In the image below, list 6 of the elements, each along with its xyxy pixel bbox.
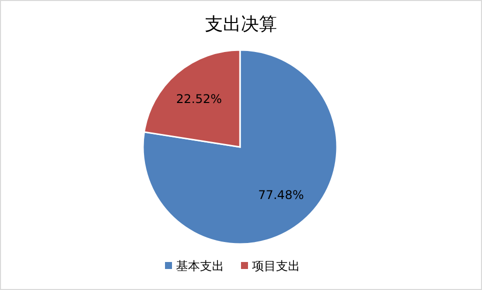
legend-label: 项目支出	[252, 259, 300, 273]
pie-slice	[142, 49, 338, 245]
chart-title: 支出决算	[205, 14, 277, 35]
data-label: 22.52%	[176, 92, 222, 106]
data-label: 77.48%	[258, 188, 304, 202]
legend-label: 基本支出	[176, 259, 224, 273]
